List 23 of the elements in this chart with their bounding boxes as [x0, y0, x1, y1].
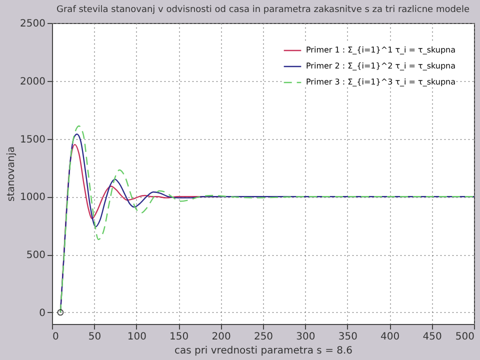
y-tick-label: 500 [26, 250, 46, 262]
x-tick-label: 400 [380, 332, 400, 342]
legend-label: Primer 1 : Σ_{i=1}^1 τ_i = τ_skupna [306, 46, 456, 54]
y-tick-label: 1500 [20, 134, 46, 146]
y-tick-label: 2000 [20, 76, 46, 88]
y-tick-label: 2500 [20, 18, 46, 30]
y-tick-label: 1000 [20, 192, 46, 204]
legend-label: Primer 2 : Σ_{i=1}^2 τ_i = τ_skupna [306, 62, 456, 70]
x-tick-label: 0 [52, 332, 59, 342]
x-axis-title: cas pri vrednosti parametra s = 8.6 [174, 346, 353, 356]
x-tick-label: 50 [88, 332, 102, 342]
x-tick-label: 450 [422, 332, 442, 342]
y-tick-label: 0 [39, 308, 46, 319]
x-tick-label: 300 [296, 332, 316, 342]
x-tick-label: 350 [338, 332, 358, 342]
x-tick-label: 200 [212, 332, 231, 342]
chart-title: Graf stevila stanovanj v odvisnosti od casa in parametra zakasnitve s za tri razlicne modele [56, 5, 470, 15]
x-tick-label: 250 [254, 332, 274, 342]
x-tick-label: 100 [127, 332, 146, 342]
x-tick-label: 150 [170, 332, 189, 342]
legend-label: Primer 3 : Σ_{i=1}^3 τ_i = τ_skupna [306, 78, 456, 86]
x-tick-label: 500 [455, 332, 474, 342]
y-axis-title: stanovanja [6, 146, 18, 202]
